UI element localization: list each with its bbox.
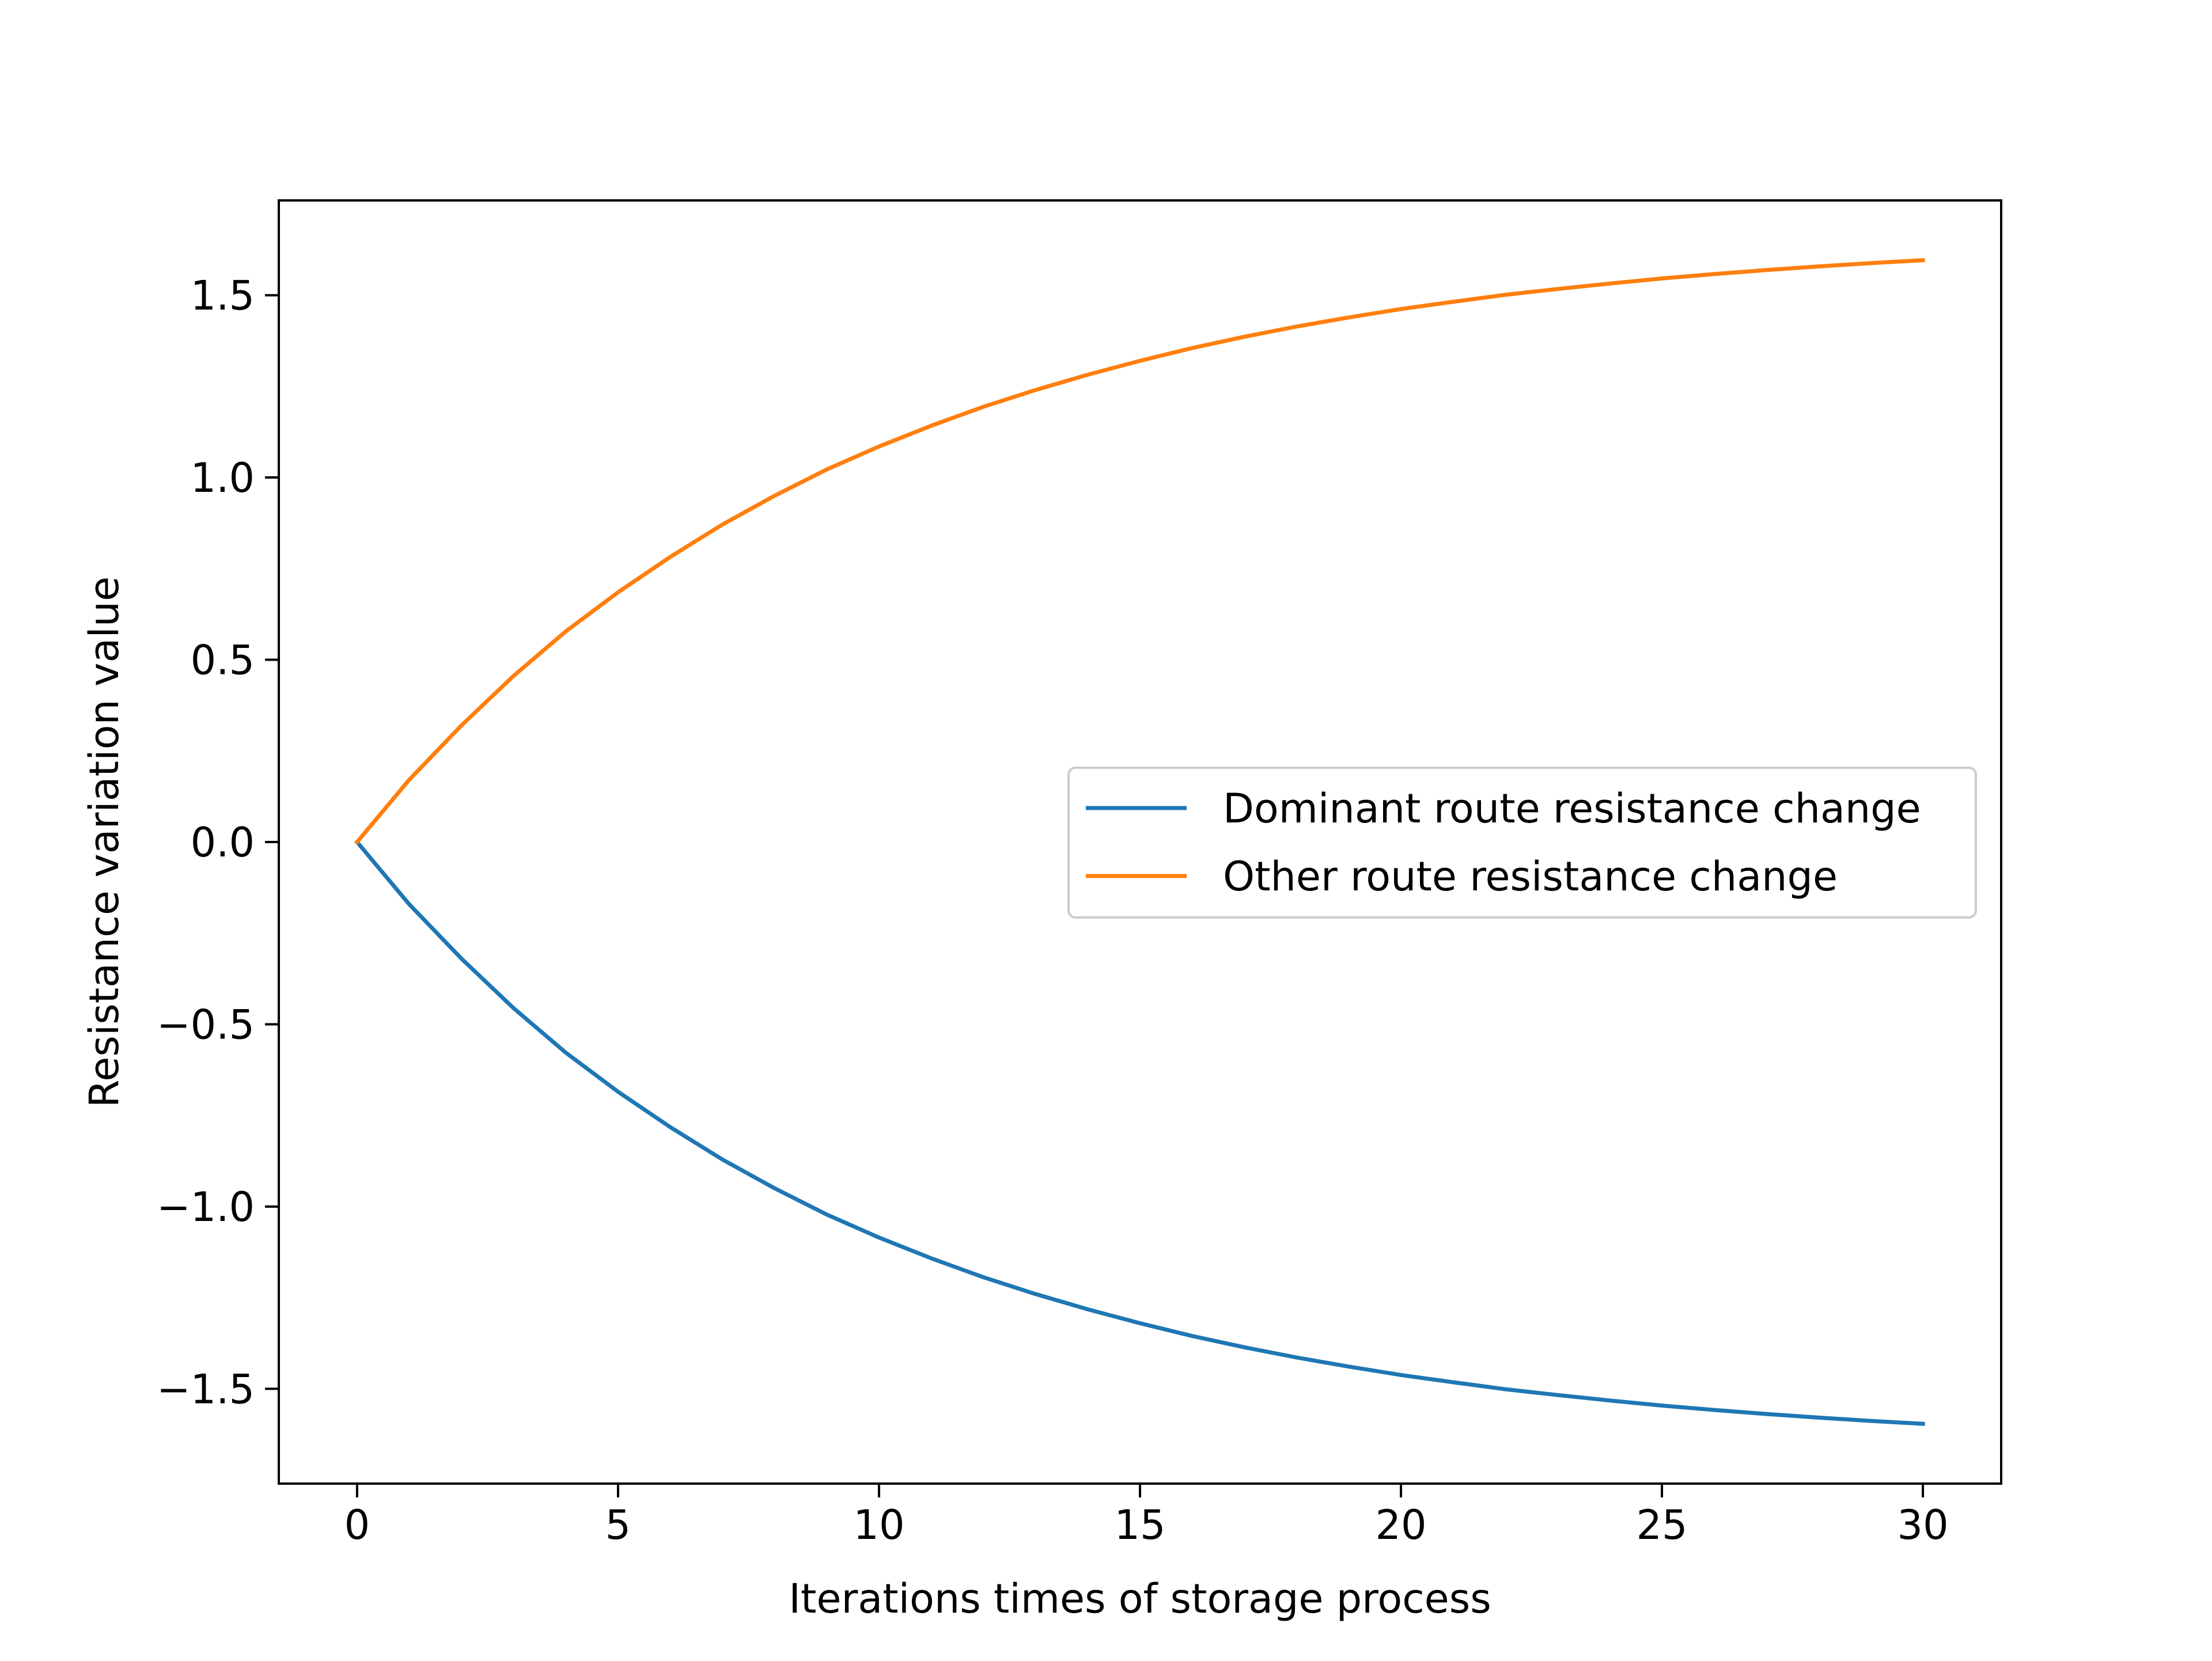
legend-frame bbox=[1067, 767, 1977, 919]
x-tick-label: 5 bbox=[605, 1501, 631, 1549]
y-tick-label: 0.0 bbox=[191, 819, 255, 866]
legend: Dominant route resistance change Other ro… bbox=[1067, 767, 1977, 919]
y-tick-label: −1.0 bbox=[157, 1184, 255, 1231]
x-tick-label: 20 bbox=[1375, 1501, 1426, 1549]
legend-label: Dominant route resistance change bbox=[1223, 785, 1921, 832]
x-tick-label: 0 bbox=[344, 1501, 370, 1549]
y-tick-label: −1.5 bbox=[157, 1366, 255, 1413]
y-tick-label: −0.5 bbox=[157, 1001, 255, 1048]
series-layer bbox=[354, 258, 1925, 1426]
y-tick-label: 0.5 bbox=[191, 637, 255, 684]
x-tick-label: 30 bbox=[1897, 1501, 1949, 1549]
x-axis: 0 5 10 15 20 25 30 bbox=[344, 1484, 1949, 1549]
y-axis: 1.5 1.0 0.5 0.0 −0.5 −1.0 −1.5 bbox=[157, 272, 279, 1413]
y-axis-label: Resistance variation value bbox=[81, 577, 128, 1108]
series-line-other-route bbox=[354, 258, 1925, 845]
x-tick-label: 15 bbox=[1114, 1501, 1165, 1549]
legend-label: Other route resistance change bbox=[1223, 853, 1838, 900]
x-tick-label: 10 bbox=[853, 1501, 904, 1549]
series-line-dominant-route bbox=[354, 839, 1925, 1426]
y-tick-label: 1.0 bbox=[191, 454, 255, 502]
x-axis-label: Iterations times of storage process bbox=[789, 1575, 1491, 1622]
x-tick-label: 25 bbox=[1637, 1501, 1688, 1549]
y-tick-label: 1.5 bbox=[191, 272, 255, 320]
